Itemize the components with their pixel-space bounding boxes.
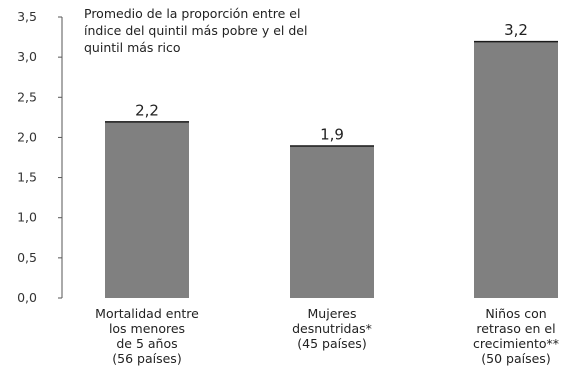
category-label-line: (45 países) <box>297 336 366 351</box>
y-tick-label: 0,5 <box>17 250 37 265</box>
bar-value-label: 1,9 <box>320 125 344 143</box>
chart-title-line: quintil más rico <box>84 40 181 55</box>
category-label-line: Niños con <box>485 306 546 321</box>
y-tick-label: 2,0 <box>17 129 37 144</box>
bar <box>474 41 558 298</box>
bar <box>105 121 189 298</box>
category-label-line: de 5 años <box>116 336 177 351</box>
category-label-line: Mujeres <box>308 306 357 321</box>
category-label-line: (56 países) <box>112 351 181 366</box>
category-label-line: (50 países) <box>481 351 550 366</box>
category-label-line: retraso en el <box>476 321 555 336</box>
chart-title: Promedio de la proporción entre el índice… <box>84 6 307 55</box>
bar-value-label: 3,2 <box>504 21 528 39</box>
y-axis-ticks: 0,0 0,5 1,0 1,5 2,0 2,5 3,0 3,5 <box>17 9 62 305</box>
bars: 2,2 1,9 3,2 <box>105 21 558 298</box>
category-label-line: crecimiento** <box>473 336 559 351</box>
y-tick-label: 1,0 <box>17 210 37 225</box>
y-tick-label: 3,5 <box>17 9 37 24</box>
y-tick-label: 0,0 <box>17 290 37 305</box>
category-label-line: desnutridas* <box>292 321 372 336</box>
category-label-line: Mortalidad entre <box>95 306 199 321</box>
chart-title-line: índice del quintil más pobre y el del <box>84 23 307 38</box>
y-tick-label: 3,0 <box>17 49 37 64</box>
category-label-line: los menores <box>109 321 185 336</box>
y-tick-label: 2,5 <box>17 89 37 104</box>
bar <box>290 145 374 298</box>
bar-value-label: 2,2 <box>135 101 159 119</box>
y-tick-label: 1,5 <box>17 170 37 185</box>
chart-title-line: Promedio de la proporción entre el <box>84 6 300 21</box>
